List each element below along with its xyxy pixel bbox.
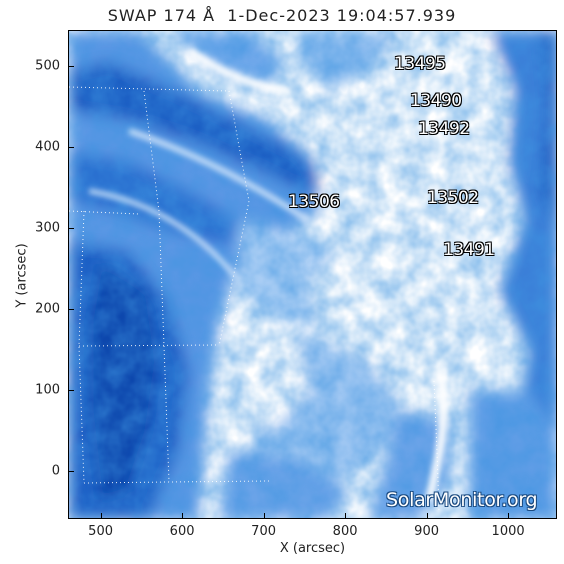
solar-emission-image	[69, 31, 556, 518]
active-region-label: 13492	[418, 119, 470, 139]
x-tick-mark	[345, 513, 346, 519]
y-tick-mark	[68, 147, 74, 148]
y-axis-label: Y (arcsec)	[14, 243, 30, 308]
y-tick-mark	[68, 390, 74, 391]
active-region-label: 13502	[427, 188, 479, 208]
active-region-label: 13490	[410, 91, 462, 111]
x-tick-label: 800	[332, 524, 358, 539]
active-region-label: 13491	[443, 240, 495, 260]
y-tick-mark	[68, 471, 74, 472]
y-tick-label: 500	[35, 58, 60, 74]
y-tick-mark	[68, 228, 74, 229]
active-region-label: 13495	[394, 54, 446, 74]
x-tick-label: 700	[251, 524, 277, 539]
x-tick-mark	[182, 513, 183, 519]
x-tick-label: 500	[88, 524, 114, 539]
solar-image-panel	[68, 30, 557, 519]
x-tick-mark	[264, 513, 265, 519]
y-tick-label: 400	[35, 139, 60, 155]
y-tick-mark	[68, 309, 74, 310]
y-tick-label: 300	[35, 220, 60, 236]
x-tick-label: 600	[169, 524, 195, 539]
x-tick-mark	[101, 513, 102, 519]
loop-highlights	[88, 47, 449, 503]
x-tick-mark	[508, 513, 509, 519]
y-tick-label: 0	[51, 463, 60, 478]
x-tick-label: 900	[414, 524, 440, 539]
solarmonitor-watermark: SolarMonitor.org	[386, 489, 538, 511]
x-tick-mark	[427, 513, 428, 519]
image-title: SWAP 174 Å 1-Dec-2023 19:04:57.939	[107, 6, 457, 25]
x-axis-label: X (arcsec)	[279, 541, 346, 556]
x-tick-label: 1000	[491, 524, 525, 539]
y-tick-label: 100	[35, 382, 60, 398]
active-region-label: 13506	[288, 192, 340, 212]
y-tick-mark	[68, 66, 74, 67]
y-tick-label: 200	[35, 301, 60, 317]
coordinate-grid	[69, 86, 440, 512]
